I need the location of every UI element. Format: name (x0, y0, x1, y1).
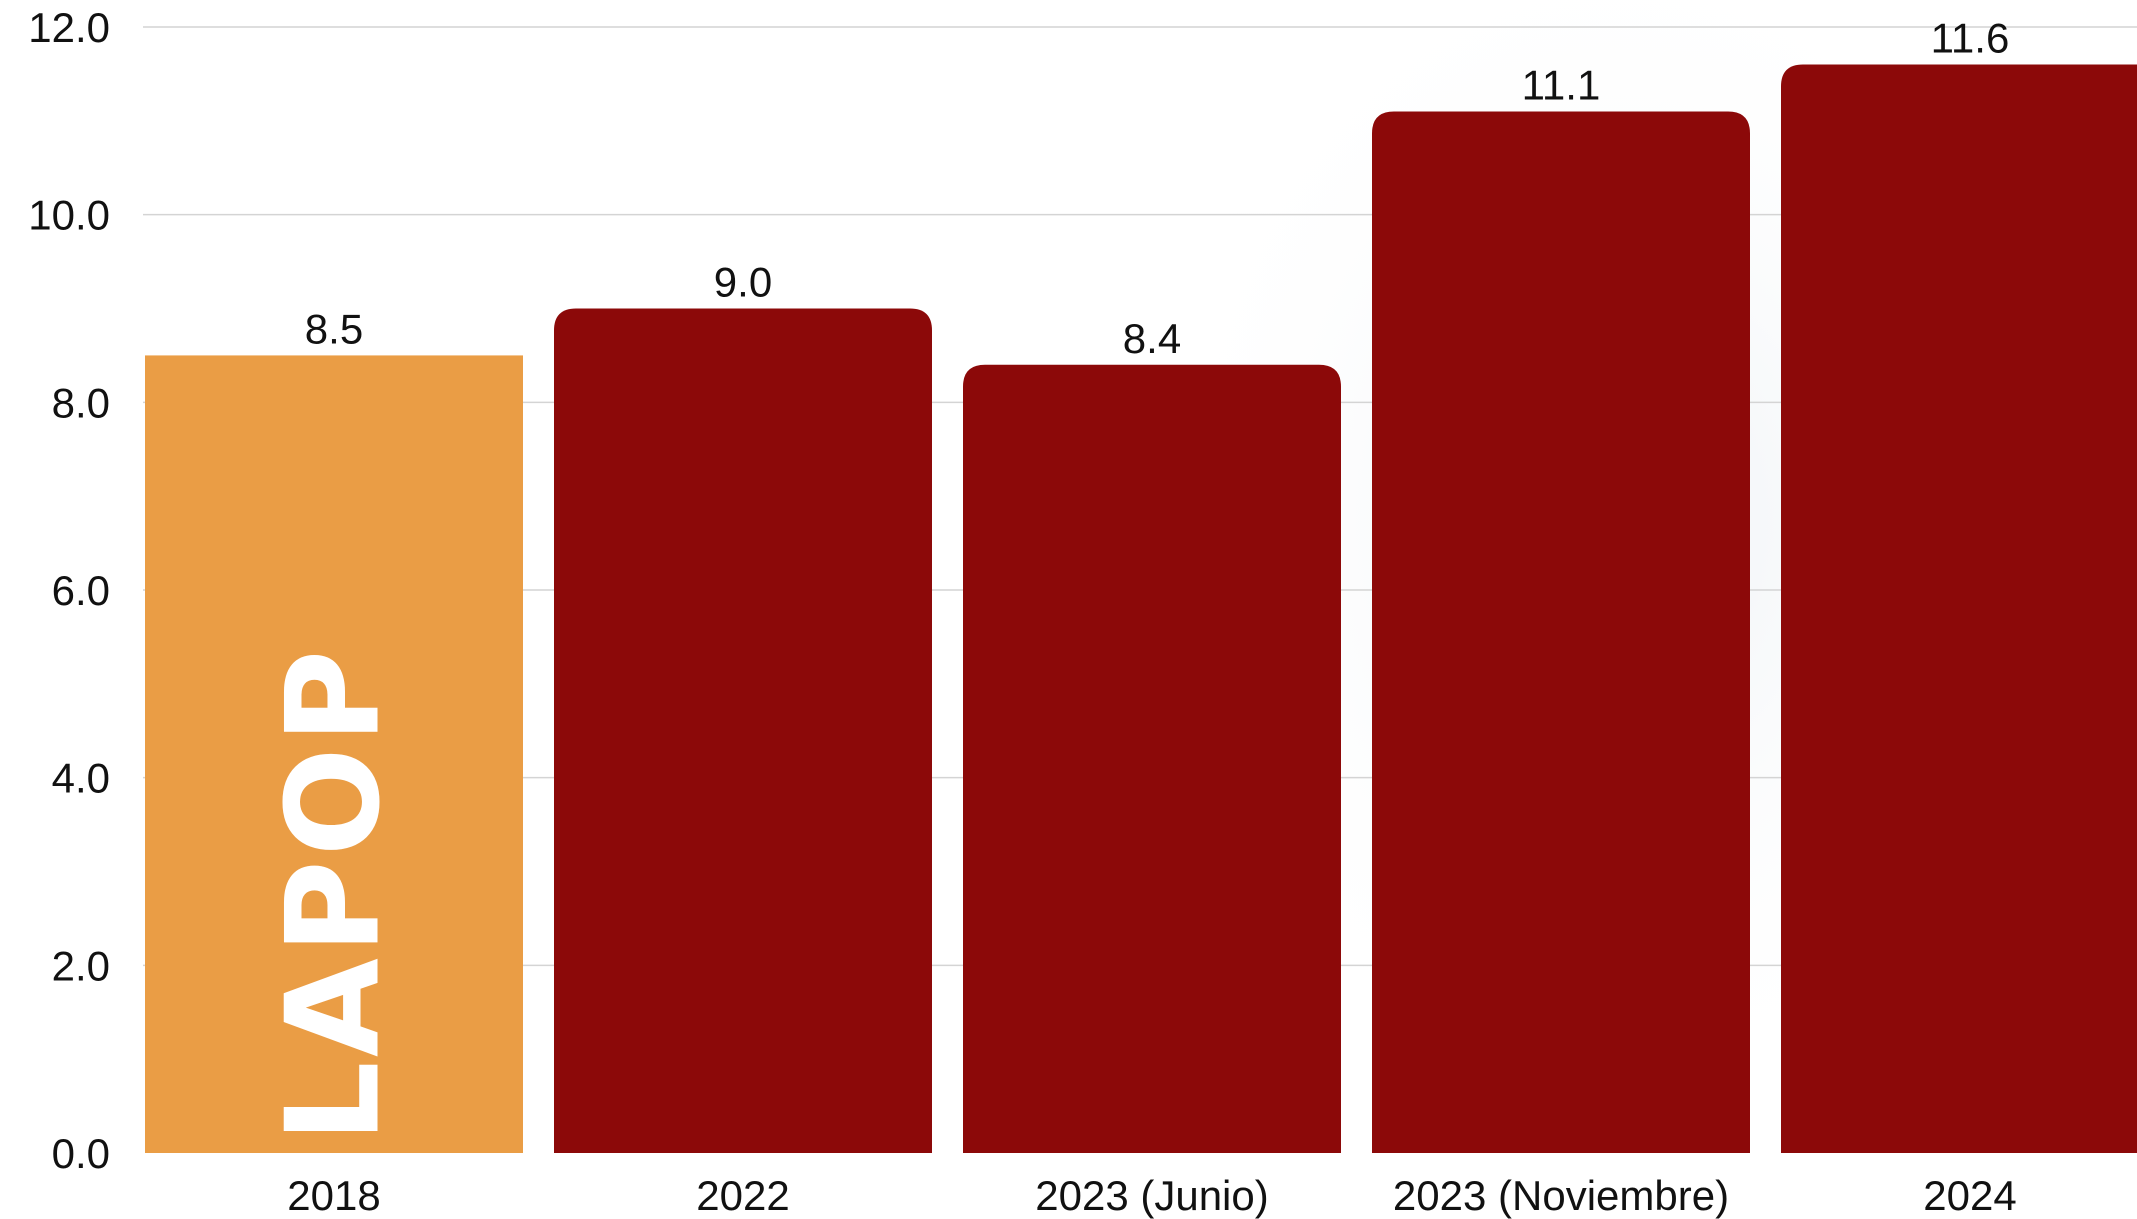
y-tick-label: 4.0 (52, 755, 110, 802)
y-tick-label: 2.0 (52, 942, 110, 989)
bar (1372, 111, 1750, 1154)
x-tick-label: 2018 (287, 1172, 380, 1219)
x-tick-label: 2022 (696, 1172, 789, 1219)
bar (145, 355, 523, 1154)
y-tick-label: 10.0 (28, 192, 110, 239)
y-axis-ticks: 0.0 2.0 4.0 6.0 8.0 10.0 12.0 (28, 4, 110, 1177)
data-label: 11.1 (1522, 61, 1601, 108)
y-tick-label: 12.0 (28, 4, 110, 51)
x-axis-ticks: 2018 2022 2023 (Junio) 2023 (Noviembre) 2024 (287, 1172, 2016, 1219)
bars (145, 64, 2137, 1154)
data-label: 9.0 (714, 259, 772, 306)
y-tick-label: 0.0 (52, 1130, 110, 1177)
bar (554, 308, 932, 1153)
x-tick-label: 2023 (Junio) (1035, 1172, 1268, 1219)
x-tick-label: 2023 (Noviembre) (1393, 1172, 1729, 1219)
bar-inner-label: LAPOP (260, 646, 409, 1143)
x-tick-label: 2024 (1923, 1172, 2016, 1219)
data-label: 8.5 (305, 305, 363, 352)
y-tick-label: 8.0 (52, 379, 110, 426)
data-label: 8.4 (1123, 315, 1181, 362)
data-labels: LAPOP 8.5 9.0 8.4 11.1 11.6 (260, 15, 2010, 1143)
bar (1781, 64, 2137, 1153)
y-tick-label: 6.0 (52, 567, 110, 614)
data-label: 11.6 (1931, 15, 2010, 62)
bar (963, 364, 1341, 1153)
